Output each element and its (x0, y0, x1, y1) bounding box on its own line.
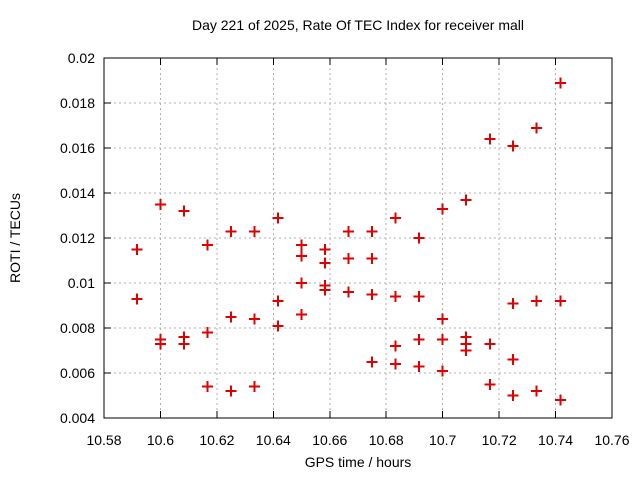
data-point (390, 340, 402, 352)
x-tick-label: 10.58 (86, 432, 121, 448)
data-point (484, 338, 496, 350)
data-point (366, 252, 378, 264)
data-point (343, 225, 355, 237)
y-tick-label: 0.008 (60, 320, 95, 336)
data-point (296, 277, 308, 289)
grid (104, 58, 612, 418)
y-tick-label: 0.006 (60, 365, 95, 381)
data-point (225, 385, 237, 397)
data-point (296, 250, 308, 262)
data-point (296, 239, 308, 251)
x-tick-label: 10.64 (256, 432, 291, 448)
data-point (272, 212, 284, 224)
data-point (366, 288, 378, 300)
x-axis-label: GPS time / hours (305, 454, 412, 470)
data-point (225, 311, 237, 323)
data-point (178, 338, 190, 350)
data-point (131, 293, 143, 305)
data-point (437, 333, 449, 345)
x-tick-label: 10.6 (147, 432, 174, 448)
data-point (507, 390, 519, 401)
data-point (531, 122, 543, 134)
data-point (460, 345, 472, 356)
data-point (507, 140, 519, 152)
x-tick-label: 10.76 (594, 432, 629, 448)
data-point (390, 358, 402, 370)
data-point (413, 360, 425, 372)
data-point (248, 381, 260, 392)
data-point (390, 212, 402, 224)
data-point (319, 257, 331, 269)
data-point (154, 338, 166, 350)
data-points (131, 77, 566, 406)
chart-title: Day 221 of 2025, Rate Of TEC Index for r… (192, 17, 524, 33)
data-point (460, 194, 472, 206)
data-point (202, 239, 214, 251)
data-point (437, 313, 449, 325)
y-tick-label: 0.004 (60, 410, 95, 426)
y-tick-label: 0.018 (60, 95, 95, 111)
data-point (531, 385, 543, 397)
data-point (413, 291, 425, 302)
y-tick-label: 0.014 (60, 185, 95, 201)
data-point (507, 297, 519, 309)
data-point (437, 365, 449, 377)
data-point (366, 225, 378, 237)
data-point (554, 77, 566, 89)
data-point (202, 381, 214, 392)
data-point (390, 291, 402, 302)
x-tick-label: 10.7 (429, 432, 456, 448)
data-point (248, 225, 260, 237)
data-point (272, 320, 284, 332)
data-point (343, 286, 355, 298)
data-point (366, 356, 378, 368)
y-axis-label: ROTI / TECUs (7, 193, 23, 283)
data-point (507, 354, 519, 365)
data-point (484, 133, 496, 145)
x-tick-label: 10.74 (538, 432, 573, 448)
data-point (225, 225, 237, 237)
data-point (413, 333, 425, 345)
x-tick-label: 10.62 (199, 432, 234, 448)
x-tick-label: 10.72 (482, 432, 517, 448)
data-point (343, 252, 355, 264)
data-point (202, 327, 214, 338)
data-point (413, 232, 425, 244)
y-tick-label: 0.01 (68, 275, 95, 291)
data-point (131, 243, 143, 255)
data-point (296, 309, 308, 320)
y-tick-label: 0.02 (68, 50, 95, 66)
data-point (154, 198, 166, 210)
x-tick-label: 10.68 (369, 432, 404, 448)
data-point (319, 284, 331, 296)
data-point (531, 295, 543, 307)
tick-marks (103, 57, 613, 419)
x-tick-label: 10.66 (312, 432, 347, 448)
data-point (437, 203, 449, 215)
y-tick-label: 0.016 (60, 140, 95, 156)
y-tick-label: 0.012 (60, 230, 95, 246)
data-point (554, 295, 566, 307)
data-point (319, 243, 331, 255)
data-point (554, 394, 566, 406)
data-point (248, 313, 260, 325)
data-point (484, 378, 496, 390)
data-point (272, 295, 284, 307)
data-point (178, 205, 190, 217)
